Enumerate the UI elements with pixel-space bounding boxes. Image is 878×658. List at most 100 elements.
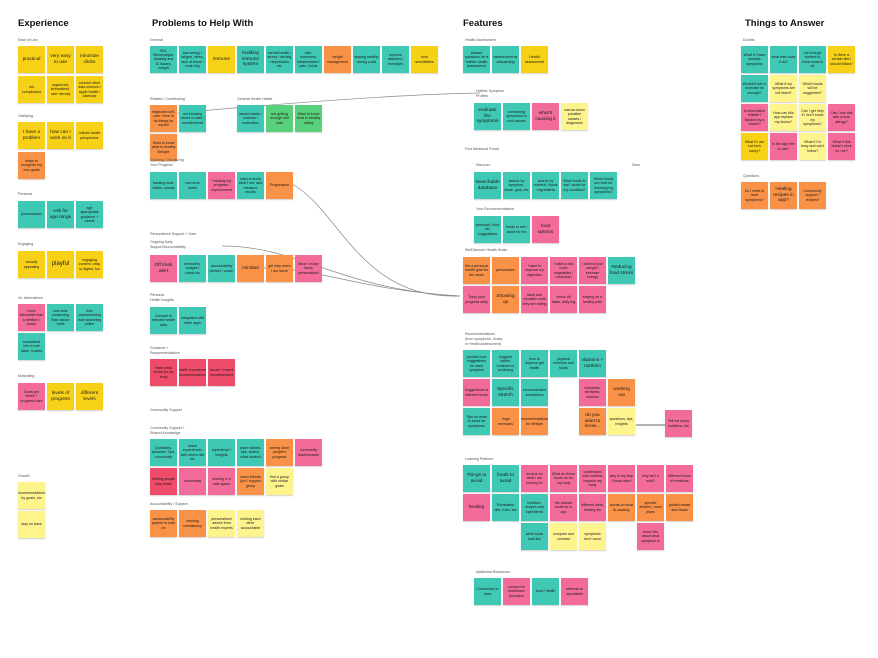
- sticky-note[interactable]: foods to eat / avoid for me: [503, 216, 530, 243]
- sticky-note[interactable]: how can I work on it: [47, 122, 74, 149]
- sticky-note[interactable]: Track your progress daily: [463, 286, 490, 313]
- sticky-note[interactable]: questions, tips, insights: [608, 408, 635, 435]
- sticky-note[interactable]: Want to know what is healthy eating: [295, 105, 322, 132]
- sticky-note[interactable]: less overwhelming than searching online: [76, 304, 103, 331]
- sticky-note[interactable]: food / health: [532, 578, 559, 605]
- sticky-note[interactable]: visually appealing: [18, 251, 45, 278]
- sticky-note[interactable]: practical: [18, 46, 45, 73]
- sticky-note[interactable]: staying healthy during covid: [353, 46, 380, 73]
- sticky-note[interactable]: search by nutrient / foods / ingredients: [532, 172, 559, 199]
- sticky-note[interactable]: why isn't it sold?: [637, 465, 664, 492]
- sticky-note[interactable]: suggest habits, routines for achieving: [492, 350, 519, 377]
- sticky-note[interactable]: food options: [532, 216, 559, 243]
- sticky-note[interactable]: reminders, nudges / check-ins: [179, 255, 206, 282]
- sticky-note[interactable]: Health assessment: [521, 46, 548, 73]
- sticky-note[interactable]: Set a personal health goal for the week: [463, 257, 490, 284]
- sticky-note[interactable]: what else does it do?: [770, 46, 797, 73]
- sticky-note[interactable]: holding each other accountable: [237, 510, 264, 537]
- sticky-note[interactable]: What foods to eat / avoid for my conditi…: [561, 172, 588, 199]
- sticky-note[interactable]: Connect to relevant health data: [150, 307, 177, 334]
- sticky-note[interactable]: food sensitivities: [411, 46, 438, 73]
- sticky-note[interactable]: levels of progress: [47, 383, 74, 410]
- sticky-note[interactable]: referrals to specialists: [561, 578, 588, 605]
- sticky-note[interactable]: weight management: [324, 46, 351, 73]
- sticky-note[interactable]: low energy / fatigue, sleep, lack of foc…: [179, 46, 206, 73]
- sticky-note[interactable]: share experiences with others like me: [179, 439, 206, 466]
- sticky-note[interactable]: find a group with similar goals: [266, 468, 293, 495]
- sticky-note[interactable]: Want to know what is healthy lifestyle: [150, 134, 177, 161]
- sticky-note[interactable]: words on what is causing: [608, 494, 635, 521]
- sticky-note[interactable]: different diets, healing etc: [579, 494, 606, 521]
- sticky-note[interactable]: what's causing it: [532, 103, 559, 130]
- sticky-note[interactable]: Which foods are best for reducing my sym…: [590, 172, 617, 199]
- sticky-note[interactable]: check off tasks, daily log: [550, 286, 577, 313]
- sticky-note[interactable]: Wouldn't eat or exercise be enough?: [741, 75, 768, 102]
- sticky-note[interactable]: what foods look like: [521, 523, 548, 550]
- sticky-note[interactable]: Showing up: [492, 286, 519, 313]
- sticky-note[interactable]: why is my stop / boost able?: [608, 465, 635, 492]
- sticky-note[interactable]: building immune system: [237, 46, 264, 73]
- sticky-note[interactable]: accountability partner to lean on: [150, 510, 177, 537]
- sticky-note[interactable]: staying on a healthy path: [579, 286, 606, 313]
- sticky-note[interactable]: working out: [608, 379, 635, 406]
- sticky-note[interactable]: Community support / recipes?: [799, 182, 826, 209]
- sticky-note[interactable]: the articles could be in app: [550, 494, 577, 521]
- sticky-note[interactable]: Can I use this with a food allergy?: [828, 104, 855, 131]
- sticky-note[interactable]: Tracking my progress / improvement: [208, 172, 235, 199]
- sticky-note[interactable]: hormone levels: [179, 172, 206, 199]
- sticky-note[interactable]: vitamins + nutrition: [579, 350, 606, 377]
- sticky-note[interactable]: Goals per Week + progress bars: [18, 383, 45, 410]
- sticky-note[interactable]: Is there a certain diet I should follow?: [828, 46, 855, 73]
- sticky-note[interactable]: accountability partner / coach: [208, 255, 235, 282]
- sticky-note[interactable]: What if I have multiple symptoms: [741, 46, 768, 73]
- sticky-note[interactable]: do you want to know...: [579, 408, 606, 435]
- sticky-note[interactable]: compare and contrast: [550, 523, 577, 550]
- sticky-note[interactable]: foods to avoid: [492, 465, 519, 492]
- sticky-note[interactable]: narrow down possible causes / diagnoses: [561, 103, 588, 130]
- sticky-note[interactable]: engaging content, easy to digest, fun: [76, 251, 103, 278]
- sticky-note[interactable]: healing: [463, 494, 490, 521]
- sticky-note[interactable]: connect other data sources / apple healt…: [76, 76, 103, 103]
- sticky-note[interactable]: I want to improve my digestion: [521, 257, 548, 284]
- sticky-note[interactable]: neglected self-care / time to do things …: [150, 105, 177, 132]
- sticky-note[interactable]: more info about what symptom is: [637, 523, 664, 550]
- sticky-note[interactable]: evaluate the symptoms: [474, 103, 501, 130]
- sticky-note[interactable]: learn what works for my body: [150, 359, 177, 386]
- sticky-note[interactable]: tracking food, habits, moods: [150, 172, 177, 199]
- sticky-note[interactable]: not complicated: [18, 76, 45, 103]
- sticky-note[interactable]: exercises, stretches, routines: [579, 379, 606, 406]
- sticky-note[interactable]: Is the app free to use?: [770, 133, 797, 160]
- sticky-note[interactable]: organized, streamlined, user friendly: [47, 76, 74, 103]
- sticky-note[interactable]: improve diabetes / exercises: [382, 46, 409, 73]
- sticky-note[interactable]: Searchable database: [474, 172, 501, 199]
- sticky-note[interactable]: answer questions for a holistic health a…: [463, 46, 490, 73]
- sticky-note[interactable]: Do I need to have symptoms?: [741, 182, 768, 209]
- sticky-note[interactable]: community leaderboards: [295, 439, 322, 466]
- sticky-note[interactable]: connect to healthcare providers: [503, 578, 530, 605]
- sticky-note[interactable]: less time consuming than doctor visits: [47, 304, 74, 331]
- sticky-note[interactable]: Connection to docs: [474, 578, 501, 605]
- sticky-note[interactable]: Reducing food stress: [608, 257, 635, 284]
- sticky-note[interactable]: Which foods will be suggested?: [799, 75, 826, 102]
- sticky-note[interactable]: What if I'm busy and can't follow?: [799, 133, 826, 160]
- sticky-note[interactable]: mental health / stress / anxiety / depre…: [266, 46, 293, 73]
- sticky-note[interactable]: What if I am not tech savvy?: [741, 133, 768, 160]
- sticky-note[interactable]: want to know what I eat, and measure res…: [237, 172, 264, 199]
- sticky-note[interactable]: Integrated with other apps: [179, 307, 206, 334]
- sticky-note[interactable]: specific articles / meal plans: [637, 494, 664, 521]
- sticky-note[interactable]: Tips on what to avoid for symptoms: [463, 408, 490, 435]
- sticky-note[interactable]: playful: [47, 251, 74, 278]
- sticky-note[interactable]: provide food suggestions for each sympto…: [463, 350, 490, 377]
- sticky-note[interactable]: sharing in a safe space: [208, 468, 235, 495]
- sticky-note[interactable]: minimize clicks: [76, 46, 103, 73]
- sticky-note[interactable]: not getting enough self care: [266, 105, 293, 132]
- sticky-note[interactable]: Is information reliable? Backed by a doc…: [741, 104, 768, 131]
- sticky-note[interactable]: seeing other people's progress: [266, 439, 293, 466]
- sticky-note[interactable]: Progression: [266, 172, 293, 199]
- sticky-note[interactable]: personalized advice from health experts: [208, 510, 235, 537]
- sticky-note[interactable]: Ask for age range: [47, 201, 74, 228]
- sticky-note[interactable]: mindset: [237, 255, 264, 282]
- sticky-note[interactable]: I want to eat more vegetables / meal pre…: [550, 257, 577, 284]
- sticky-note[interactable]: health experience recommendations: [179, 359, 206, 386]
- sticky-note[interactable]: recommendations by goals, etc: [18, 482, 45, 509]
